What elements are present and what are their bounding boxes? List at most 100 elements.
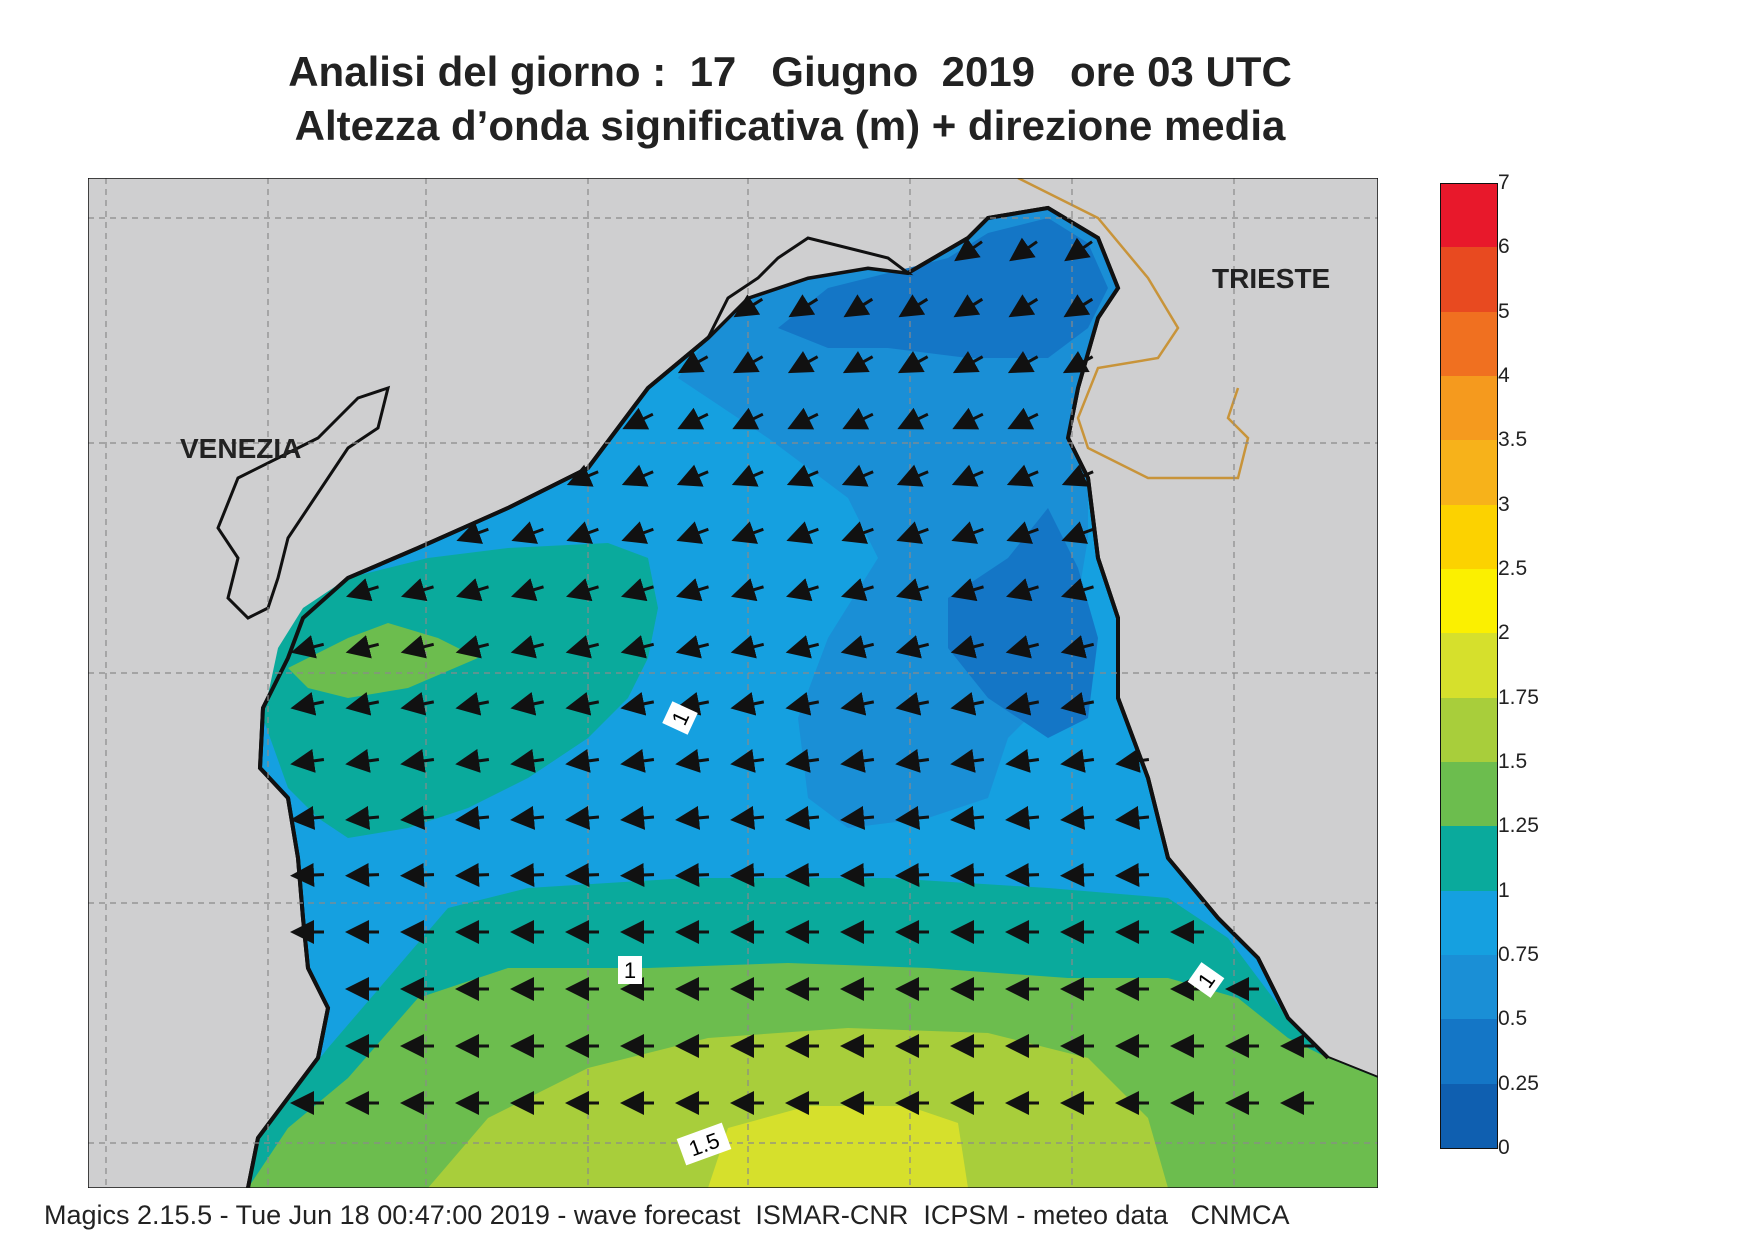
wave-direction-arrow: [456, 521, 489, 544]
national-border: [1017, 178, 1250, 480]
wave-direction-arrow: [896, 578, 929, 602]
wave-direction-arrow: [455, 635, 490, 659]
wave-direction-arrow: [455, 692, 490, 716]
legend-label: 1.25: [1498, 814, 1539, 838]
legend-label: 7: [1498, 171, 1510, 194]
wave-direction-arrow: [566, 578, 599, 602]
wave-direction-arrow: [841, 521, 874, 544]
wave-direction-arrow: [731, 464, 764, 487]
wave-direction-arrow: [510, 862, 545, 887]
wave-direction-arrow: [511, 521, 544, 544]
wave-direction-arrow: [675, 805, 710, 830]
legend-label: 1: [1498, 878, 1510, 902]
wave-direction-arrow: [677, 351, 709, 374]
band-1.25-west: [288, 623, 478, 698]
wave-direction-arrow: [455, 748, 490, 773]
wave-direction-arrow: [897, 407, 929, 430]
wave-direction-arrows: [290, 237, 1314, 1115]
wave-direction-arrow: [455, 805, 490, 830]
wave-direction-arrow: [1115, 862, 1150, 887]
wave-direction-arrow: [950, 862, 985, 887]
wave-direction-arrow: [785, 635, 820, 659]
wave-direction-arrow: [787, 351, 819, 374]
wave-direction-arrow: [840, 635, 875, 659]
wave-direction-arrow: [895, 748, 930, 773]
wave-direction-arrow: [950, 805, 985, 830]
footer-credits: Magics 2.15.5 - Tue Jun 18 00:47:00 2019…: [44, 1200, 1290, 1230]
north-island: [706, 236, 914, 340]
wave-direction-arrow: [455, 862, 490, 887]
wave-direction-arrow: [1006, 578, 1039, 602]
wave-direction-arrow: [1008, 294, 1039, 318]
legend-swatch: [1440, 955, 1498, 1020]
wave-direction-arrow: [785, 692, 820, 716]
wave-direction-arrow: [510, 635, 545, 659]
wave-direction-arrow: [290, 635, 325, 659]
wave-direction-arrow: [676, 578, 709, 602]
band-0.25-east: [948, 508, 1098, 738]
wave-direction-arrow: [290, 862, 325, 887]
wave-direction-arrow: [566, 464, 599, 487]
wave-direction-arrow: [1009, 237, 1038, 262]
wave-direction-arrow: [1005, 635, 1040, 659]
wave-direction-arrow: [840, 805, 875, 830]
map-subtitle: Altezza d’onda significativa (m) + direz…: [294, 102, 1286, 149]
wave-direction-arrow: [840, 692, 875, 716]
place-label-venezia: VENEZIA: [180, 433, 301, 464]
legend-label: 1.75: [1498, 685, 1539, 709]
wave-direction-arrow: [566, 521, 599, 544]
wave-direction-arrow: [785, 862, 820, 887]
wave-direction-arrow: [511, 578, 544, 602]
contour-label: 1: [618, 956, 642, 984]
wave-direction-arrow: [1060, 692, 1095, 716]
wave-direction-arrow: [730, 635, 765, 659]
wave-direction-arrow: [954, 237, 983, 262]
wave-direction-arrow: [1060, 805, 1095, 830]
wave-direction-arrow: [565, 635, 600, 659]
wave-direction-arrow: [843, 294, 874, 318]
wave-direction-arrow: [951, 521, 984, 544]
wave-direction-arrow: [896, 464, 929, 487]
wave-direction-arrow: [895, 805, 930, 830]
wave-direction-arrow: [732, 351, 764, 374]
wave-direction-arrow: [400, 635, 435, 659]
legend-label: 0.25: [1498, 1071, 1539, 1095]
wave-direction-arrow: [788, 294, 819, 318]
legend-swatch: [1440, 440, 1498, 505]
wave-direction-arrow: [676, 521, 709, 544]
wave-direction-arrow: [1007, 351, 1039, 374]
wave-direction-arrow: [675, 692, 710, 716]
wave-direction-arrow: [620, 748, 655, 773]
wave-direction-arrow: [620, 862, 655, 887]
wave-direction-arrow: [786, 578, 819, 602]
legend-label: 5: [1498, 299, 1510, 323]
wave-direction-arrow: [895, 862, 930, 887]
wave-direction-arrow: [1061, 578, 1094, 602]
wave-direction-arrow: [290, 748, 325, 773]
wave-direction-arrow: [1061, 521, 1094, 544]
wave-direction-arrow: [621, 521, 654, 544]
wave-direction-arrow: [621, 464, 654, 487]
wave-direction-arrow: [400, 748, 435, 773]
wave-direction-arrow: [951, 464, 984, 487]
legend-swatch: [1440, 826, 1498, 891]
wave-direction-arrow: [786, 464, 819, 487]
wave-direction-arrow: [345, 862, 380, 887]
legend-swatch: [1440, 311, 1498, 376]
wave-height-map: 1 1 1 1.5 VENEZIA TRIESTE: [88, 178, 1378, 1188]
wave-direction-arrow: [1005, 692, 1040, 716]
wave-direction-arrow: [510, 692, 545, 716]
wave-direction-arrow: [842, 351, 874, 374]
legend-label: 0.75: [1498, 943, 1539, 966]
wave-direction-arrow: [675, 635, 710, 659]
wave-direction-arrow: [621, 578, 654, 602]
wave-direction-arrow: [565, 692, 600, 716]
wave-direction-arrow: [897, 351, 929, 374]
legend-label: 2.5: [1498, 557, 1528, 580]
wave-direction-arrow: [400, 862, 435, 887]
wave-direction-arrow: [1061, 464, 1094, 487]
wave-direction-arrow: [1063, 294, 1094, 318]
color-legend: [1440, 183, 1500, 1149]
wave-direction-arrow: [1005, 862, 1040, 887]
map-title: Analisi del giorno : 17 Giugno 2019 ore …: [288, 48, 1292, 95]
